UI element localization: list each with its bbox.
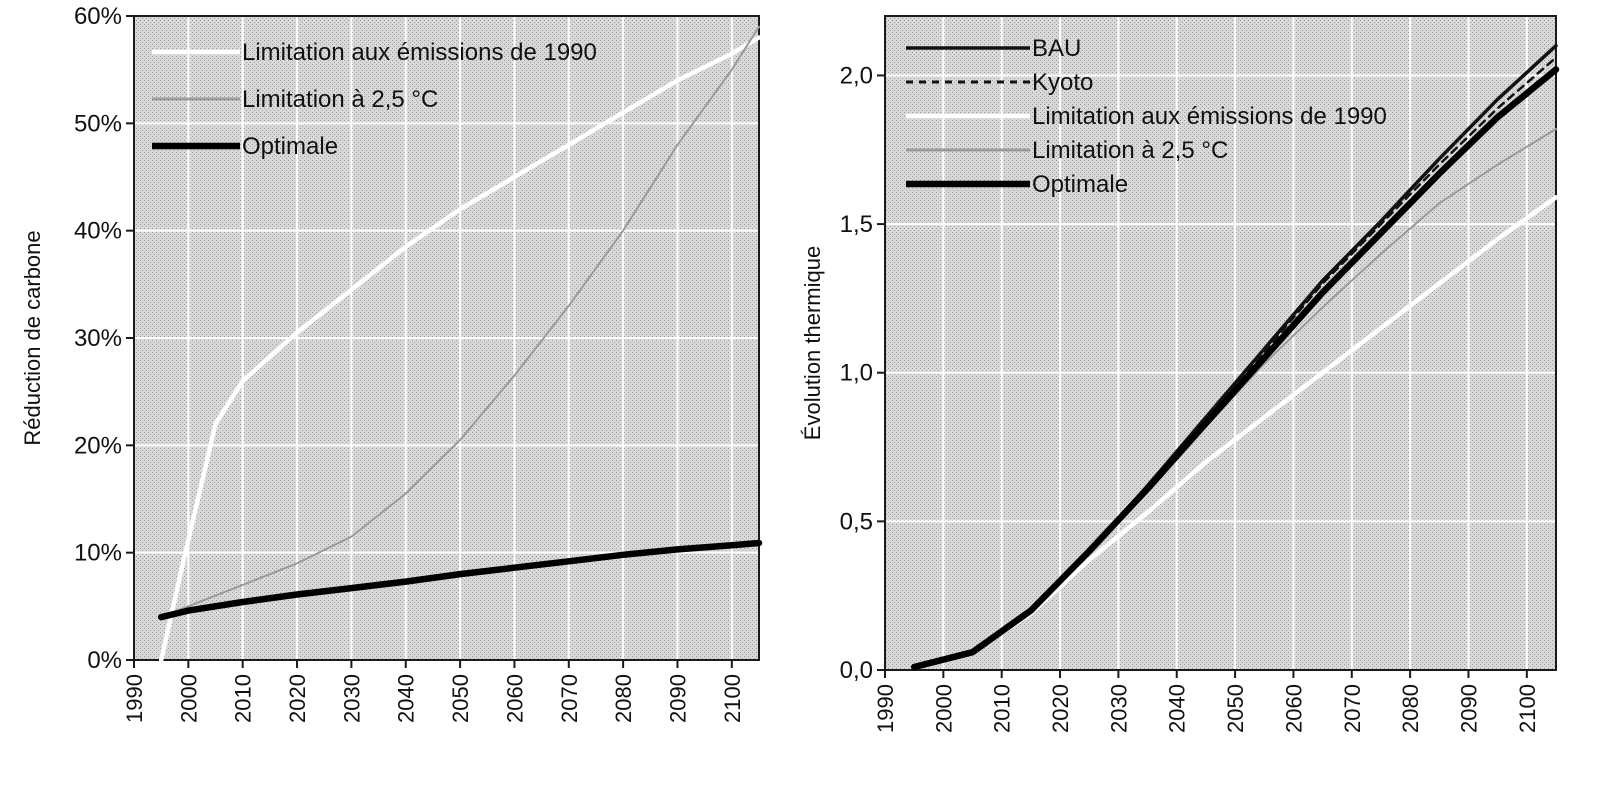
series-group xyxy=(910,43,1560,671)
y-tick-label: 10% xyxy=(74,540,122,567)
y-tick-label: 0% xyxy=(87,647,122,674)
x-tick-label: 2030 xyxy=(1106,684,1131,733)
x-tick-label: 2040 xyxy=(394,674,419,723)
series-line-limitation-aux-missions-de-1990 xyxy=(158,35,762,663)
legend: Limitation aux émissions de 1990 Limitati… xyxy=(152,39,597,160)
x-tick-label: 2090 xyxy=(665,674,690,723)
legend-label: BAU xyxy=(1032,35,1081,62)
x-tick-label: 2010 xyxy=(231,674,256,723)
y-tick-label: 0,5 xyxy=(840,508,873,535)
y-tick-label: 1,0 xyxy=(840,360,873,387)
x-tick-label: 1990 xyxy=(122,674,147,723)
legend: BAU Kyoto Limitation aux émissions de 1990… xyxy=(906,35,1387,198)
legend-label: Optimale xyxy=(1032,171,1128,198)
x-tick-label: 2070 xyxy=(557,674,582,723)
chart-2: 1990 2000 2010 2020 2030 2040 2050 2060 2070 2080… xyxy=(800,15,1560,733)
legend-label: Limitation à 2,5 °C xyxy=(242,86,438,113)
legend-label: Limitation à 2,5 °C xyxy=(1032,137,1228,164)
x-tick-label: 2050 xyxy=(1223,684,1248,733)
x-tick-label: 2090 xyxy=(1456,684,1481,733)
y-tick-label: 30% xyxy=(74,325,122,352)
legend-label: Kyoto xyxy=(1032,69,1093,96)
y-tick-label: 60% xyxy=(74,3,122,30)
x-tick-label: 2100 xyxy=(1515,684,1540,733)
chart-1: 1990 2000 2010 2020 2030 2040 2050 2060 2070 2080… xyxy=(20,3,763,723)
legend-label: Limitation aux émissions de 1990 xyxy=(1032,103,1387,130)
legend-label: Optimale xyxy=(242,133,338,160)
x-tick-label: 2000 xyxy=(931,684,956,733)
series-line-optimale xyxy=(910,66,1560,671)
y-tick-label: 0,0 xyxy=(840,657,873,684)
x-tick-label: 2060 xyxy=(502,674,527,723)
x-tick-label: 2070 xyxy=(1340,684,1365,733)
x-tick-label: 2100 xyxy=(720,674,745,723)
x-tick-label: 2080 xyxy=(611,674,636,723)
y-tick-label: 20% xyxy=(74,432,122,459)
y-axis-label: Évolution thermique xyxy=(800,246,825,440)
plot-background xyxy=(885,16,1556,670)
y-tick-label: 1,5 xyxy=(840,211,873,238)
x-tick-label: 2080 xyxy=(1398,684,1423,733)
axes: 1990 2000 2010 2020 2030 2040 2050 2060 2070 2080… xyxy=(74,3,745,723)
x-tick-label: 2030 xyxy=(339,674,364,723)
x-tick-label: 2050 xyxy=(448,674,473,723)
x-tick-label: 2020 xyxy=(1048,684,1073,733)
x-tick-label: 1990 xyxy=(873,684,898,733)
y-tick-label: 50% xyxy=(74,110,122,137)
series-line-optimale xyxy=(157,539,763,621)
plot-frame xyxy=(884,15,1557,671)
series-group xyxy=(157,25,763,663)
x-tick-label: 2060 xyxy=(1281,684,1306,733)
x-tick-label: 2020 xyxy=(285,674,310,723)
y-tick-label: 2,0 xyxy=(840,62,873,89)
grid xyxy=(885,16,1556,670)
y-tick-label: 40% xyxy=(74,218,122,245)
series-line-limitation-2-5-c xyxy=(160,25,760,619)
axes: 1990 2000 2010 2020 2030 2040 2050 2060 2070 2080… xyxy=(840,62,1540,732)
x-tick-label: 2010 xyxy=(990,684,1015,733)
x-tick-label: 2000 xyxy=(176,674,201,723)
legend-label: Limitation aux émissions de 1990 xyxy=(242,39,597,66)
y-axis-label: Réduction de carbone xyxy=(20,230,45,445)
x-tick-label: 2040 xyxy=(1165,684,1190,733)
